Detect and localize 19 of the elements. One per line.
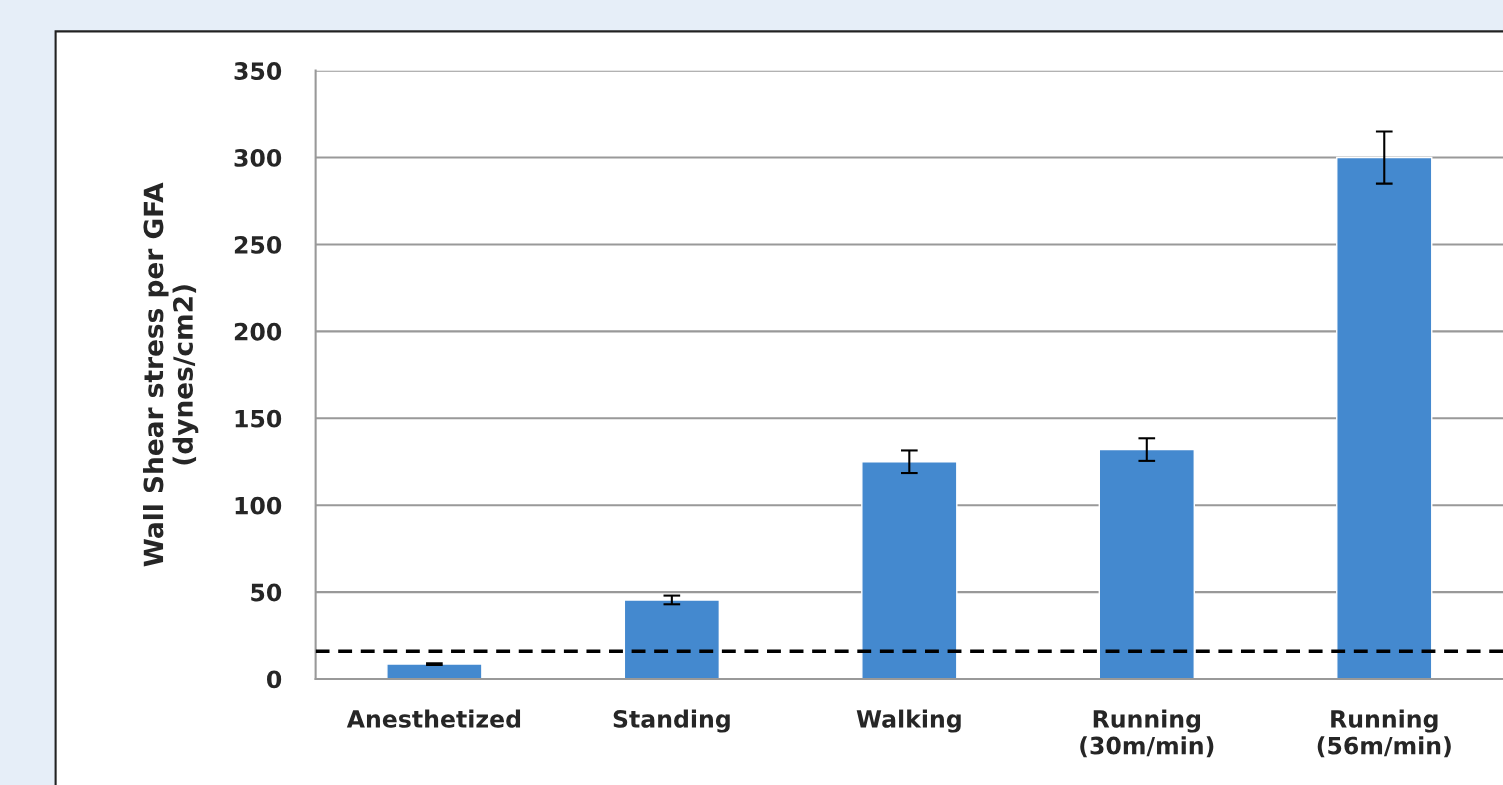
y-axis-title: Wall Shear stress per GFA (dynes/cm2) [142,182,199,567]
bar [386,663,483,680]
x-tick-label: Anesthetized [346,709,521,728]
y-tick-label: 250 [234,235,282,254]
y-tick-label: 50 [251,583,282,602]
x-tick-label: Running (30m/min) [1080,709,1214,758]
x-tick-label: Running (56m/min) [1317,709,1451,758]
y-tick-label: 350 [234,62,282,80]
y-tick-label: 300 [234,149,282,167]
y-tick-label: 0 [267,670,282,689]
y-tick-label: 200 [234,322,282,341]
bar [623,599,721,680]
x-tick-label: Standing [613,709,730,733]
x-tick-label: Walking [856,709,961,733]
bar [1336,156,1433,680]
bar [1098,448,1195,680]
y-tick-label: 100 [235,496,282,515]
y-tick-label: 150 [235,409,282,428]
bar [861,461,958,680]
